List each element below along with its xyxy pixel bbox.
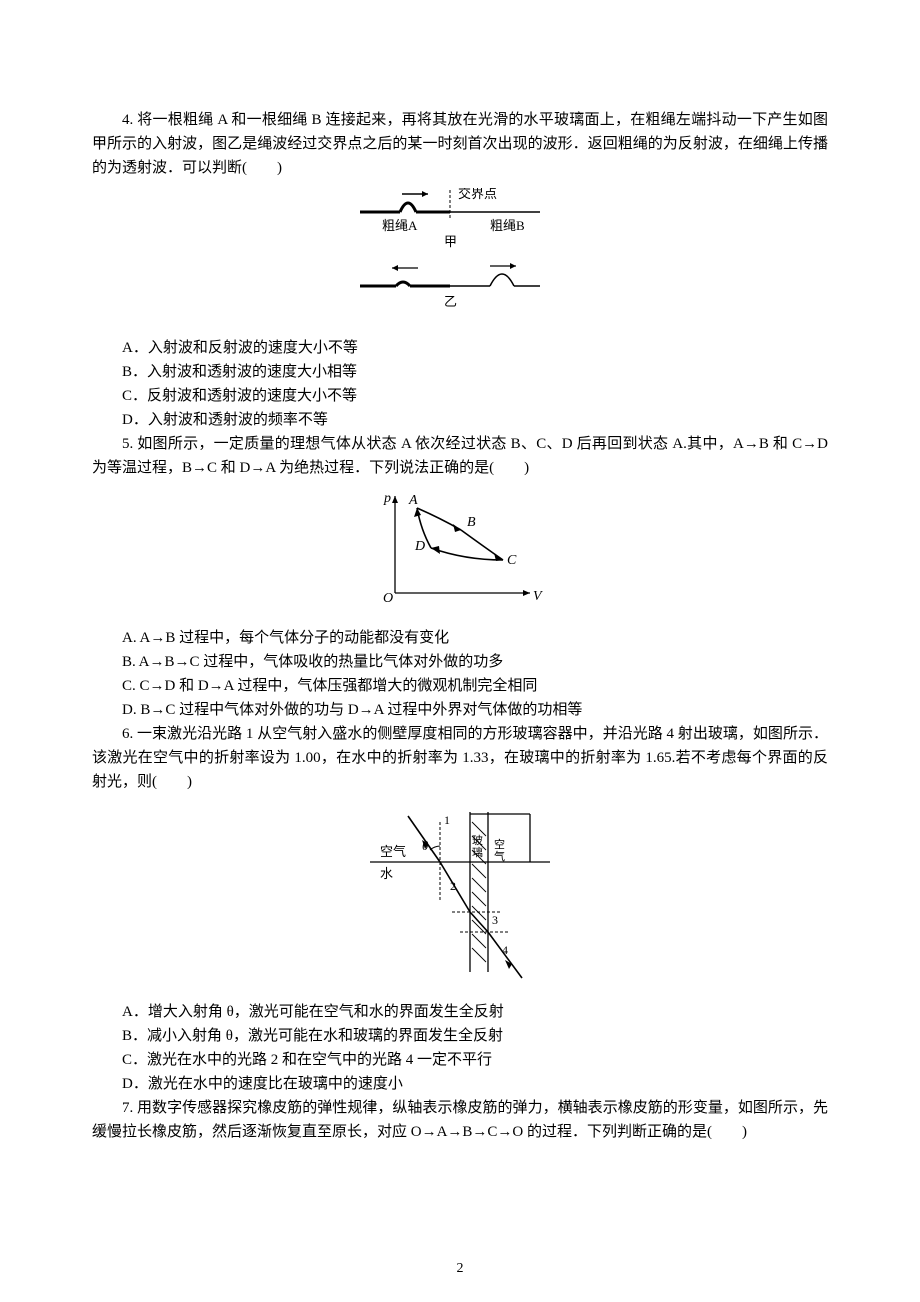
q5-node-B: B [467, 515, 476, 530]
q4-label-boundary: 交界点 [458, 188, 497, 201]
q6-optics-figure: θ 1 2 3 4 空气 水 玻 璃 空 气 [360, 802, 560, 982]
q4-option-D: D．入射波和透射波的频率不等 [92, 408, 828, 432]
q5-node-C: C [507, 553, 517, 568]
q5-ylabel: p [383, 491, 391, 506]
q5-figure-wrap: p V O A B C D [92, 488, 828, 616]
q5-option-A: A. A→B 过程中，每个气体分子的动能都没有变化 [92, 626, 828, 650]
q6-stem: 6. 一束激光沿光路 1 从空气射入盛水的侧壁厚度相同的方形玻璃容器中，并沿光路… [92, 722, 828, 794]
q6-path4: 4 [502, 943, 508, 957]
q6-option-A: A．增大入射角 θ，激光可能在空气和水的界面发生全反射 [92, 1000, 828, 1024]
q4-label-cap-top: 甲 [444, 234, 457, 249]
q6-label-air-left: 空气 [380, 844, 406, 859]
q5-stem: 5. 如图所示，一定质量的理想气体从状态 A 依次经过状态 B、C、D 后再回到… [92, 432, 828, 480]
q4-option-A: A．入射波和反射波的速度大小不等 [92, 336, 828, 360]
q6-label-glass2: 璃 [472, 845, 483, 859]
q6-label-glass: 玻 [472, 834, 483, 847]
q5-node-D: D [414, 539, 425, 554]
q5-xlabel: V [533, 589, 543, 604]
q4-stem: 4. 将一根粗绳 A 和一根细绳 B 连接起来，再将其放在光滑的水平玻璃面上，在… [92, 108, 828, 180]
page-root: 4. 将一根粗绳 A 和一根细绳 B 连接起来，再将其放在光滑的水平玻璃面上，在… [0, 0, 920, 1302]
page-number: 2 [0, 1258, 920, 1280]
q4-label-right: 粗绳B [490, 218, 525, 233]
q4-label-cap-bottom: 乙 [444, 294, 457, 309]
q7-stem: 7. 用数字传感器探究橡皮筋的弹性规律，纵轴表示橡皮筋的弹力，横轴表示橡皮筋的形… [92, 1096, 828, 1144]
q4-option-C: C．反射波和透射波的速度大小不等 [92, 384, 828, 408]
q6-angle-label: θ [422, 838, 429, 853]
q6-label-water: 水 [380, 866, 393, 881]
q5-pv-figure: p V O A B C D [375, 488, 545, 608]
q6-path1: 1 [444, 813, 450, 827]
q6-path2: 2 [450, 879, 456, 893]
q4-label-left: 粗绳A [382, 218, 418, 233]
q5-origin: O [383, 591, 393, 606]
q5-option-D: D. B→C 过程中气体对外做的功与 D→A 过程中外界对气体做的功相等 [92, 698, 828, 722]
q4-option-B: B．入射波和透射波的速度大小相等 [92, 360, 828, 384]
q6-label-air-right1: 空 [494, 837, 505, 851]
q6-figure-wrap: θ 1 2 3 4 空气 水 玻 璃 空 气 [92, 802, 828, 990]
q5-option-B: B. A→B→C 过程中，气体吸收的热量比气体对外做的功多 [92, 650, 828, 674]
q5-option-C: C. C→D 和 D→A 过程中，气体压强都增大的微观机制完全相同 [92, 674, 828, 698]
q4-figure: 交界点 粗绳A 粗绳B 甲 乙 [340, 188, 580, 318]
q6-label-air-right2: 气 [494, 849, 505, 863]
q5-node-A: A [408, 493, 418, 508]
q6-option-B: B．减小入射角 θ，激光可能在水和玻璃的界面发生全反射 [92, 1024, 828, 1048]
q6-option-C: C．激光在水中的光路 2 和在空气中的光路 4 一定不平行 [92, 1048, 828, 1072]
q6-option-D: D．激光在水中的速度比在玻璃中的速度小 [92, 1072, 828, 1096]
q4-figure-wrap: 交界点 粗绳A 粗绳B 甲 乙 [92, 188, 828, 326]
q6-path3: 3 [492, 913, 498, 927]
